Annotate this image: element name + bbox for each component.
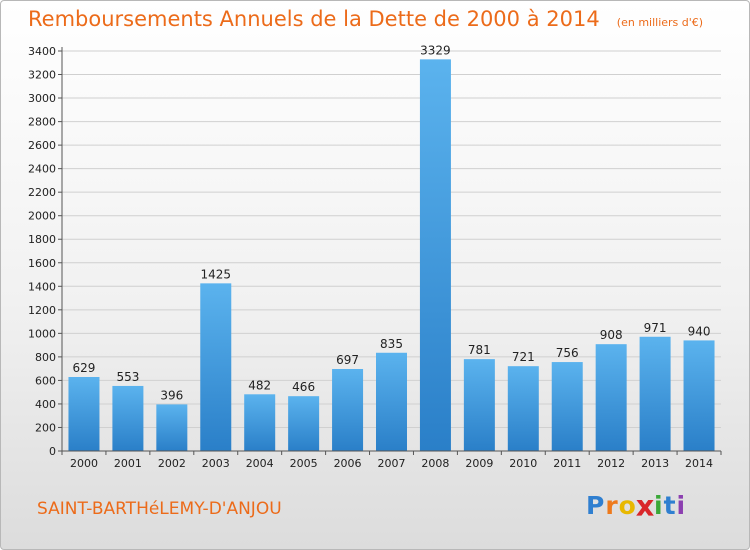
logo-letter: x xyxy=(635,488,656,523)
bar xyxy=(244,394,276,451)
y-tick-label: 1200 xyxy=(28,304,56,317)
x-tick-label: 2003 xyxy=(202,457,230,470)
bar-value-label: 3329 xyxy=(420,43,451,57)
proxiti-logo: Proxiti xyxy=(586,488,687,523)
bar xyxy=(683,340,715,451)
bar-value-label: 553 xyxy=(116,370,139,384)
x-tick-label: 2014 xyxy=(685,457,713,470)
bar xyxy=(68,377,100,451)
bar xyxy=(639,336,671,451)
logo-letter: t xyxy=(663,491,677,520)
bar-value-label: 908 xyxy=(600,328,623,342)
bar xyxy=(288,396,320,451)
bar xyxy=(551,362,583,451)
logo-letter: P xyxy=(586,491,606,520)
x-tick-label: 2000 xyxy=(70,457,98,470)
chart-unit-note: (en milliers d'€) xyxy=(616,16,704,29)
y-tick-label: 2400 xyxy=(28,163,56,176)
bar-value-label: 971 xyxy=(644,321,667,335)
bar xyxy=(595,344,627,451)
x-tick-label: 2005 xyxy=(290,457,318,470)
bars-layer xyxy=(68,59,715,452)
bar-value-label: 1425 xyxy=(200,267,231,281)
y-tick-label: 2200 xyxy=(28,186,56,199)
bar xyxy=(200,283,232,451)
bar xyxy=(463,359,495,451)
commune-name: SAINT-BARTHéLEMY-D'ANJOU xyxy=(37,499,282,519)
x-tick-label: 2010 xyxy=(509,457,537,470)
y-tick-label: 3000 xyxy=(28,92,56,105)
x-tick-label: 2013 xyxy=(641,457,669,470)
bar xyxy=(507,366,539,451)
bar xyxy=(156,404,188,451)
x-tick-label: 2011 xyxy=(553,457,581,470)
y-tick-label: 1800 xyxy=(28,233,56,246)
x-tick-label: 2006 xyxy=(334,457,362,470)
y-tick-label: 1600 xyxy=(28,257,56,270)
y-tick-label: 0 xyxy=(49,445,56,458)
bar-value-label: 466 xyxy=(292,380,315,394)
title-row: Remboursements Annuels de la Dette de 20… xyxy=(28,7,703,31)
bar-value-label: 781 xyxy=(468,343,491,357)
bar-value-label: 756 xyxy=(556,346,579,360)
x-tick-label: 2004 xyxy=(246,457,274,470)
bar xyxy=(419,59,451,452)
bar xyxy=(376,352,407,451)
y-tick-label: 3400 xyxy=(28,45,56,58)
bar-value-label: 697 xyxy=(336,353,359,367)
logo-letter: i xyxy=(676,491,687,520)
x-tick-label: 2012 xyxy=(597,457,625,470)
y-tick-label: 1400 xyxy=(28,280,56,293)
y-tick-label: 2000 xyxy=(28,210,56,223)
y-tick-label: 2600 xyxy=(28,139,56,152)
bar-value-label: 721 xyxy=(512,350,535,364)
y-tick-label: 600 xyxy=(35,374,56,387)
x-tick-label: 2001 xyxy=(114,457,142,470)
y-tick-label: 400 xyxy=(35,398,56,411)
x-tick-label: 2002 xyxy=(158,457,186,470)
y-tick-label: 800 xyxy=(35,351,56,364)
chart-title: Remboursements Annuels de la Dette de 20… xyxy=(28,7,600,31)
bar-value-label: 835 xyxy=(380,337,403,351)
y-tick-label: 200 xyxy=(35,421,56,434)
labels-layer: 629 2000 553 2001 396 2002 1425 2003 482 2004 466 2… xyxy=(70,43,713,470)
y-tick-label: 1000 xyxy=(28,327,56,340)
x-tick-label: 2009 xyxy=(465,457,493,470)
y-tick-label: 3200 xyxy=(28,69,56,82)
bar xyxy=(112,385,144,451)
logo-letter: r xyxy=(605,491,619,520)
bar-value-label: 940 xyxy=(688,324,711,338)
x-tick-label: 2007 xyxy=(378,457,406,470)
bar-value-label: 482 xyxy=(248,378,271,392)
axis-layer: 0 200 400 600 800 1000 1200 1400 1600 1800 2000 220… xyxy=(28,45,722,458)
bar xyxy=(332,369,364,451)
x-tick-label: 2008 xyxy=(421,457,449,470)
bar-value-label: 396 xyxy=(160,388,183,402)
logo-letter: o xyxy=(618,491,637,520)
bar-value-label: 629 xyxy=(73,361,96,375)
logo-letter: i xyxy=(654,491,664,520)
y-tick-label: 2800 xyxy=(28,116,56,129)
